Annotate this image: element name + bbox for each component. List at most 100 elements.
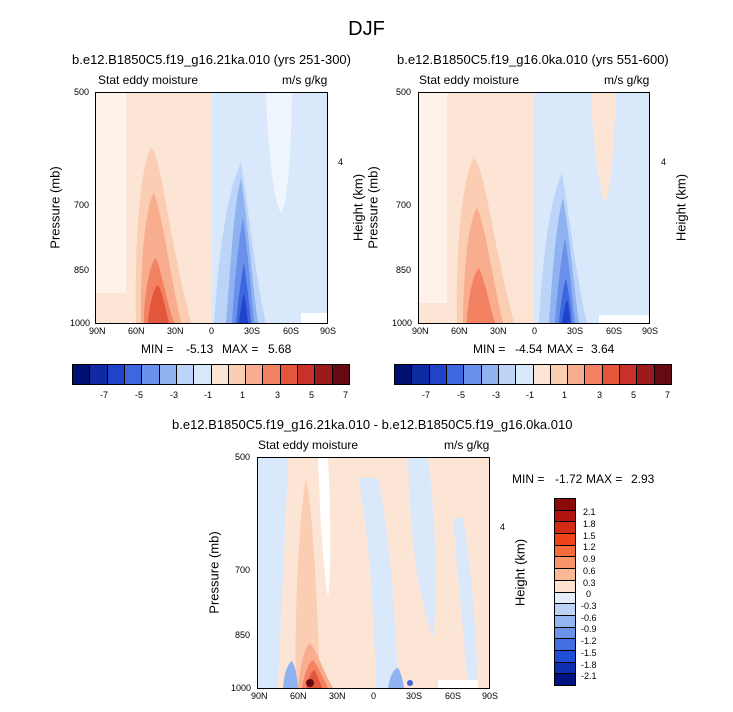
x-tick-label: 90S [482, 691, 499, 701]
colorbar-swatch [176, 365, 195, 384]
max-value: 2.93 [631, 472, 655, 486]
heatmap-contour [283, 661, 298, 688]
colorbar-label: -5 [457, 390, 466, 400]
heatmap-region [438, 680, 478, 688]
x-tick-label: 90N [251, 691, 268, 701]
x-tick-label: 60N [451, 326, 468, 336]
y-tick-label: 850 [74, 265, 90, 275]
colorbar-label: -0.6 [581, 613, 597, 623]
colorbar-swatch [555, 639, 575, 651]
x-tick-label: 60S [283, 326, 300, 336]
heatmap-region [96, 93, 126, 293]
x-tick-label: 0 [209, 326, 215, 336]
heatmap-contour [555, 238, 575, 323]
x-tick-label: 90N [89, 326, 106, 336]
colorbar-swatch [555, 534, 575, 546]
colorbar-swatch [516, 365, 534, 384]
x-tick-label: 90S [642, 326, 659, 336]
figure-title: DJF [348, 18, 385, 40]
heatmap-contour [453, 518, 478, 688]
colorbar-swatch [555, 627, 575, 640]
y2-tick-label: 4 [338, 157, 344, 167]
x-tick-label: 60N [290, 691, 307, 701]
colorbar-swatch [555, 662, 575, 675]
colorbar-swatch [555, 674, 575, 685]
heatmap-plot-area [418, 92, 650, 324]
y-tick-label: 850 [235, 630, 251, 640]
colorbar-swatch [555, 580, 575, 593]
y-tick-label: 500 [235, 452, 251, 462]
colorbar-swatch [395, 365, 413, 384]
heatmap-field [258, 458, 489, 688]
heatmap-contour [408, 458, 436, 638]
y2-tick-label: 4 [500, 522, 506, 532]
min-value: -5.13 [186, 342, 214, 356]
colorbar-vertical [554, 498, 576, 686]
colorbar-swatch [555, 569, 575, 581]
colorbar-swatch [446, 365, 465, 384]
heatmap-plot-area [257, 457, 490, 689]
colorbar-label: -1.8 [581, 660, 597, 670]
colorbar-label: 0.3 [583, 578, 596, 588]
panel-title: b.e12.B1850C5.f19_g16.0ka.010 (yrs 551-6… [397, 52, 669, 67]
max-label: MAX = [222, 342, 259, 356]
y-tick-label: 500 [74, 87, 90, 97]
heatmap-region [419, 93, 447, 303]
colorbar-swatch [555, 615, 575, 628]
panel-right-label: m/s g/kg [444, 438, 490, 452]
y-tick-label: 850 [396, 265, 412, 275]
colorbar-swatch [315, 365, 333, 384]
x-tick-label: 30N [490, 326, 507, 336]
y-tick-label: 500 [396, 87, 412, 97]
y2-tick-label: 4 [661, 157, 667, 167]
colorbar-label: 1 [240, 390, 246, 400]
colorbar-label: 3 [597, 390, 603, 400]
y-tick-label: 700 [396, 200, 412, 210]
heatmap-plot-area [95, 92, 328, 324]
y-axis-label: Pressure (mb) [47, 166, 63, 249]
colorbar-label: 0 [586, 589, 592, 599]
colorbar-swatch [412, 365, 430, 384]
colorbar-label: -0.3 [581, 601, 597, 611]
min-value: -4.54 [515, 342, 543, 356]
colorbar-label: -3 [170, 390, 179, 400]
colorbar-label: -3 [492, 390, 501, 400]
y2-axis-label: Height (km) [350, 173, 366, 242]
x-tick-label: 0 [532, 326, 538, 336]
colorbar-swatch [555, 499, 575, 511]
colorbar-swatch [228, 365, 247, 384]
panel-title: b.e12.B1850C5.f19_g16.21ka.010 - b.e12.B… [172, 417, 573, 432]
colorbar-swatch [555, 557, 575, 570]
colorbar-label: 1.2 [583, 542, 596, 552]
colorbar-swatch [550, 365, 569, 384]
y2-axis-label: Height (km) [512, 538, 528, 607]
colorbar-swatch [429, 365, 447, 384]
colorbar-swatch [211, 365, 229, 384]
colorbar-label: 1.5 [583, 531, 596, 541]
x-tick-label: 30S [244, 326, 261, 336]
colorbar-swatch [90, 365, 108, 384]
colorbar-swatch [654, 365, 671, 384]
heatmap-contour [591, 93, 616, 203]
colorbar-swatch [555, 604, 575, 616]
colorbar-swatch [124, 365, 143, 384]
max-value: 3.64 [591, 342, 615, 356]
colorbar-swatch [555, 522, 575, 535]
x-tick-label: 30N [167, 326, 184, 336]
heatmap-contour [562, 300, 570, 323]
y-tick-label: 1000 [392, 318, 413, 328]
colorbar-label: -1 [526, 390, 535, 400]
heatmap-contour [407, 680, 413, 686]
heatmap-contour [358, 478, 398, 688]
y-tick-label: 1000 [70, 318, 91, 328]
max-label: MAX = [586, 472, 623, 486]
heatmap-contour [239, 293, 248, 323]
colorbar-swatch [555, 592, 575, 605]
x-tick-label: 60N [128, 326, 145, 336]
heatmap-field [96, 93, 327, 323]
colorbar-label: -5 [135, 390, 144, 400]
x-tick-label: 0 [371, 691, 377, 701]
colorbar-swatch [263, 365, 281, 384]
colorbar-swatch [555, 545, 575, 558]
colorbar-swatch [464, 365, 482, 384]
